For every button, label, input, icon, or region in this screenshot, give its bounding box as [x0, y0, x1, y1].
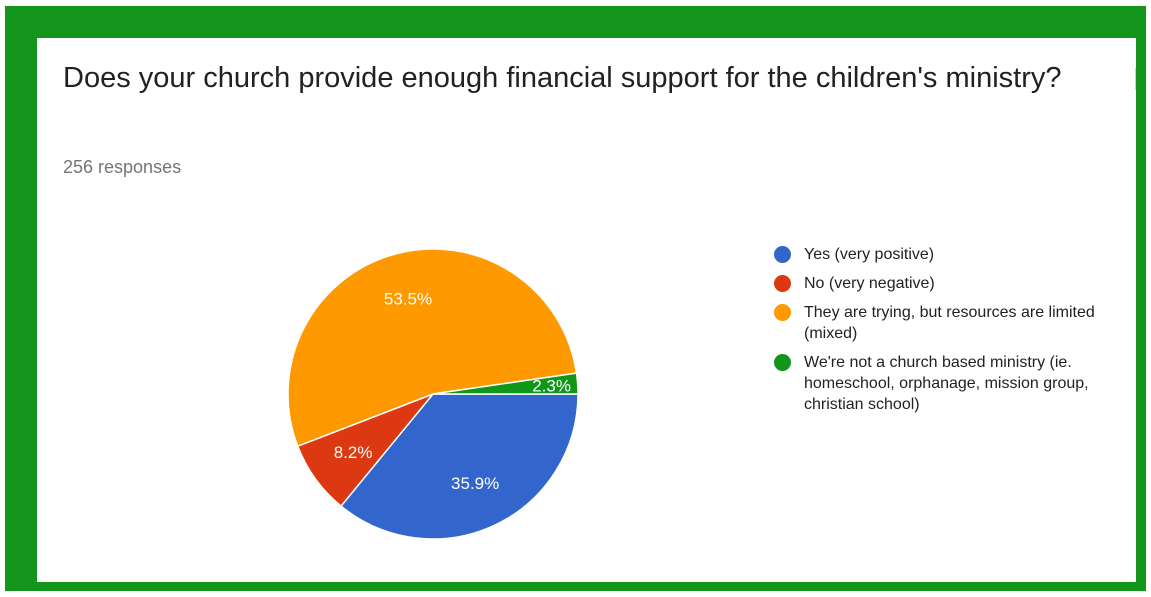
scrollbar-edge	[1135, 68, 1136, 90]
slice-label-3: 2.3%	[532, 376, 571, 395]
legend-item-3: We're not a church based ministry (ie. h…	[774, 352, 1119, 415]
response-count: 256 responses	[63, 157, 182, 177]
slice-label-0: 35.9%	[451, 474, 499, 493]
legend-item-1: No (very negative)	[774, 273, 1119, 294]
legend-item-0: Yes (very positive)	[774, 244, 1119, 265]
legend-swatch	[774, 246, 791, 263]
legend-swatch	[774, 304, 791, 321]
legend-item-2: They are trying, but resources are limit…	[774, 302, 1119, 344]
green-frame: Does your church provide enough financia…	[5, 6, 1146, 591]
question-title: Does your church provide enough financia…	[63, 62, 1062, 94]
legend-swatch	[774, 354, 791, 371]
slice-label-2: 53.5%	[384, 290, 432, 309]
legend-label: They are trying, but resources are limit…	[804, 304, 1095, 342]
slice-label-1: 8.2%	[334, 443, 373, 462]
pie-chart: 35.9% 8.2% 53.5% 2.3%	[287, 248, 579, 540]
legend-label: Yes (very positive)	[804, 246, 935, 263]
legend-label: We're not a church based ministry (ie. h…	[804, 354, 1089, 413]
pie-slice-3	[432, 372, 579, 395]
chart-card: Does your church provide enough financia…	[37, 38, 1136, 582]
pie-slice-0	[339, 393, 579, 540]
pie-slice-2	[287, 248, 578, 448]
chart-legend: Yes (very positive) No (very negative) The…	[774, 244, 1119, 423]
legend-label: No (very negative)	[804, 275, 935, 292]
legend-swatch	[774, 275, 791, 292]
